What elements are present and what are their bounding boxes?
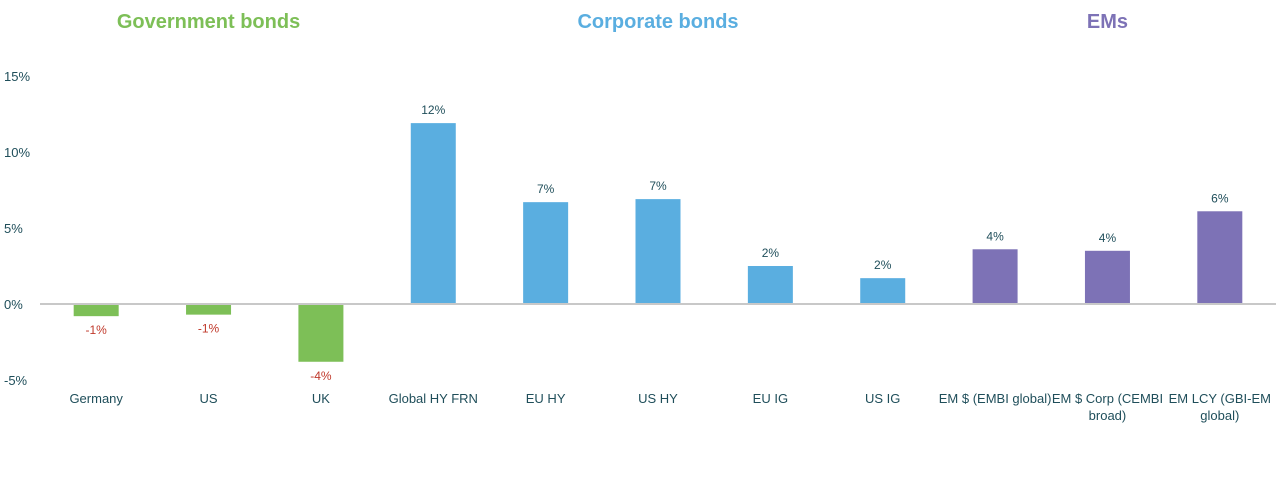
bar [1197, 211, 1243, 304]
group-title-ems: EMs [1087, 11, 1128, 33]
y-tick-label: 5% [4, 221, 23, 236]
bar [635, 199, 681, 304]
bar [972, 249, 1018, 304]
data-label: 6% [1211, 191, 1229, 205]
bar [1084, 250, 1130, 304]
category-label: Global HY FRN [389, 391, 478, 406]
data-label: -1% [86, 323, 108, 337]
data-label: -1% [198, 322, 220, 336]
y-tick-label: 0% [4, 297, 23, 312]
data-label: 7% [649, 179, 667, 193]
y-tick-label: 10% [4, 145, 30, 160]
bar [860, 278, 906, 304]
data-label: 12% [421, 103, 445, 117]
data-label: -4% [310, 369, 332, 383]
data-label: 2% [762, 246, 780, 260]
category-label: EU IG [753, 391, 788, 406]
y-tick-label: -5% [4, 373, 28, 388]
category-label: EM LCY (GBI-EM global) [1169, 391, 1271, 423]
category-label: UK [312, 391, 330, 406]
data-label: 4% [1099, 231, 1117, 245]
category-label: US IG [865, 391, 900, 406]
data-label: 7% [537, 182, 555, 196]
y-tick-label: 15% [4, 69, 30, 84]
bar [747, 266, 793, 304]
bar [186, 304, 232, 315]
bar [410, 123, 456, 305]
category-label: US [200, 391, 218, 406]
category-label: Germany [69, 391, 123, 406]
category-label: EM $ Corp (CEMBI broad) [1052, 391, 1163, 423]
group-title-corporate-bonds: Corporate bonds [577, 11, 738, 33]
group-title-government-bonds: Government bonds [117, 11, 300, 33]
bar [73, 304, 119, 317]
data-label: 4% [986, 229, 1004, 243]
category-label: EU HY [526, 391, 566, 406]
category-label: EM $ (EMBI global) [939, 391, 1052, 406]
bar [298, 304, 344, 362]
data-label: 2% [874, 258, 892, 272]
category-label: US HY [638, 391, 678, 406]
bar [523, 202, 569, 304]
